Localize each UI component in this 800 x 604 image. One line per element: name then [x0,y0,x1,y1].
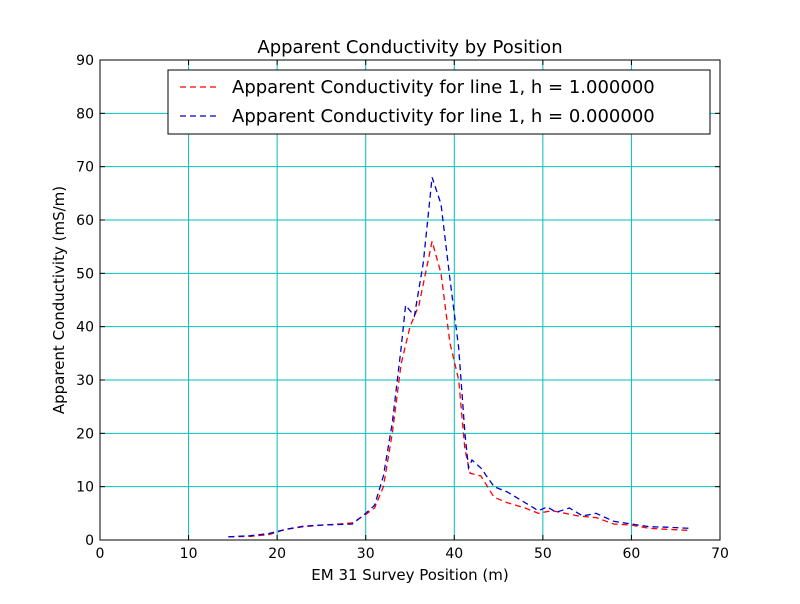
series-line-2 [228,177,690,538]
legend-box [167,69,711,135]
plot-frame [99,59,721,541]
x-tick-label: 30 [357,546,375,562]
y-axis-label: Apparent Conductivity (mS/m) [50,186,68,414]
y-tick-label: 10 [76,480,94,496]
y-tick-label: 60 [76,213,94,229]
x-axis-label: EM 31 Survey Position (m) [311,566,508,584]
y-tick-label: 30 [76,373,94,389]
y-tick-label: 40 [76,320,94,336]
x-tick-label: 70 [711,546,729,562]
y-tick-label: 50 [76,266,94,282]
y-tick-label: 20 [76,426,94,442]
x-tick-label: 20 [268,546,286,562]
y-tick-label: 0 [85,533,94,549]
y-tick-label: 80 [76,106,94,122]
y-tick-label: 70 [76,160,94,176]
series-lines [228,177,690,538]
legend-label-1: Apparent Conductivity for line 1, h = 1.… [232,77,655,98]
x-tick-label: 10 [180,546,198,562]
legend: Apparent Conductivity for line 1, h = 1.… [167,69,711,135]
y-tick-label: 90 [76,53,94,69]
x-tick-label: 50 [534,546,552,562]
axis-ticks: 0 10 20 30 40 50 60 70 0 10 20 30 40 50 60 70 80 90 [76,53,729,562]
legend-label-2: Apparent Conductivity for line 1, h = 0.… [232,106,655,127]
x-tick-label: 40 [445,546,463,562]
x-tick-label: 0 [96,546,105,562]
chart-title: Apparent Conductivity by Position [257,37,562,58]
x-tick-label: 60 [623,546,641,562]
